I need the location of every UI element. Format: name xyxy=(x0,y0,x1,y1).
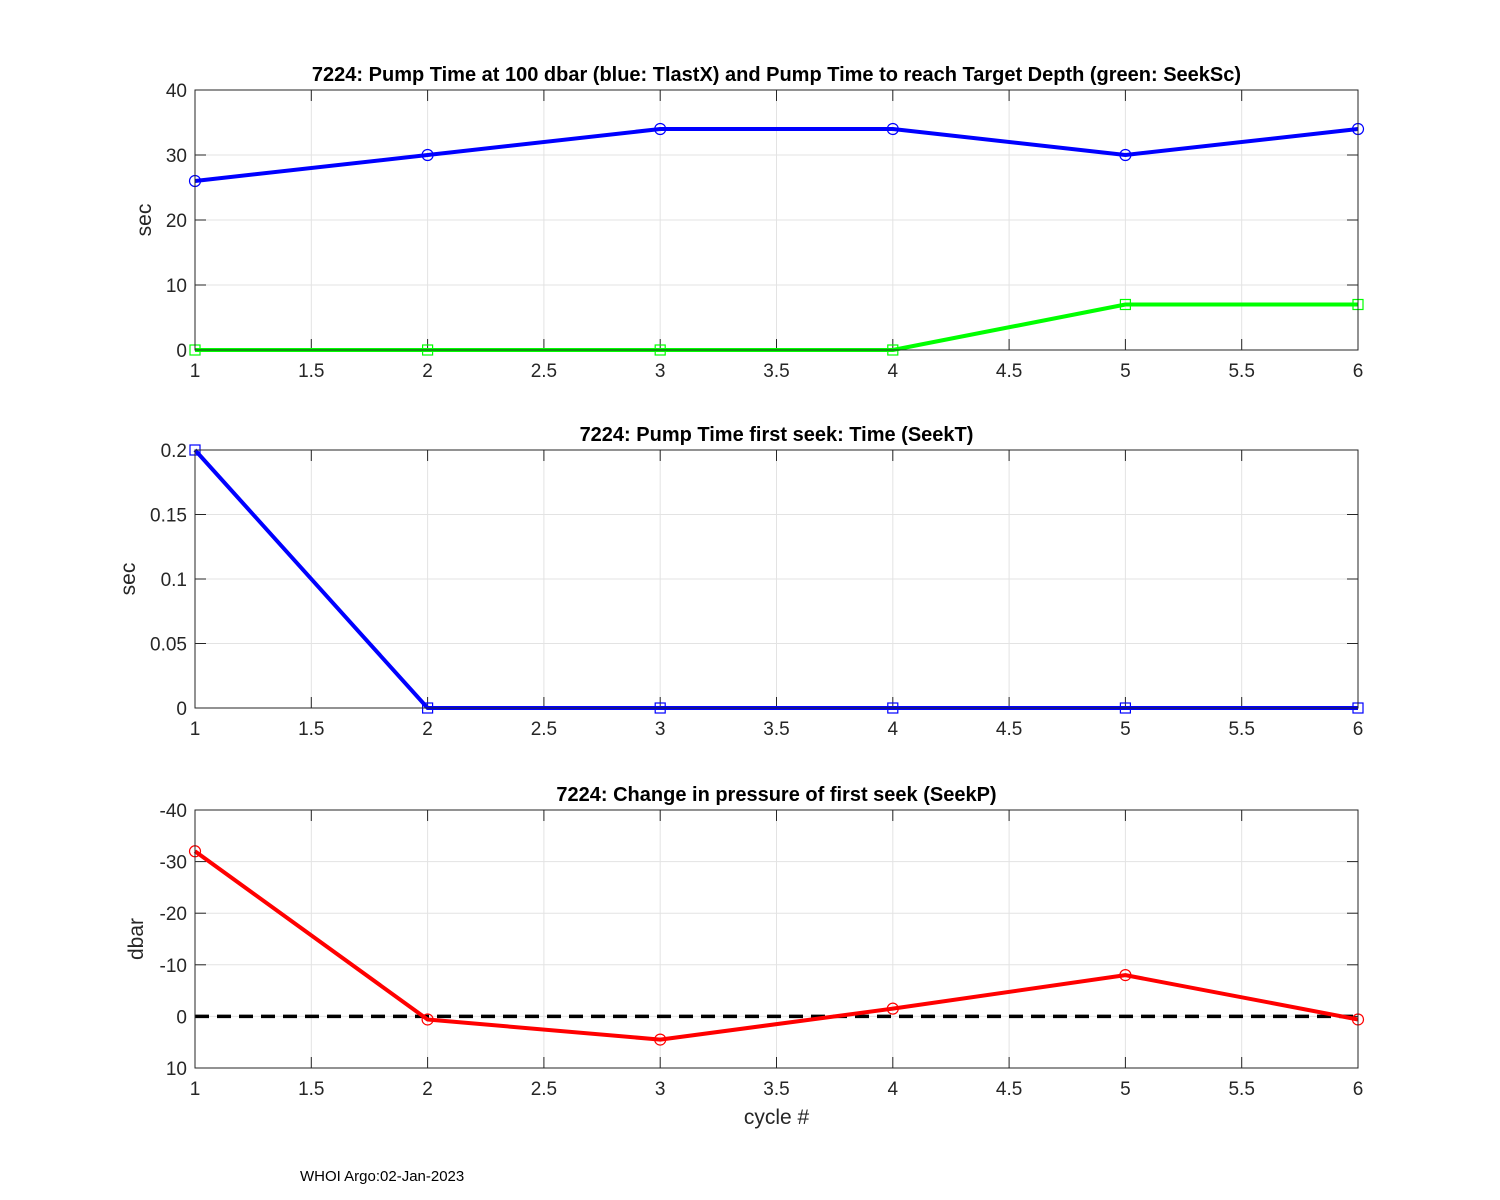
axes-box xyxy=(194,89,1359,351)
series-line-1 xyxy=(194,127,1359,183)
x-tick-label: 2 xyxy=(422,1079,433,1100)
x-axis-label: cycle # xyxy=(744,1106,810,1129)
y-tick-label: -10 xyxy=(160,956,187,977)
y-tick-label: 0.15 xyxy=(150,506,187,527)
x-tick-label: 4 xyxy=(888,719,899,740)
x-tick-label: 3 xyxy=(655,719,666,740)
x-tick-label: 4.5 xyxy=(996,719,1022,740)
y-axis-label: sec xyxy=(133,204,156,237)
x-tick-label: 2.5 xyxy=(531,719,557,740)
x-tick-label: 5.5 xyxy=(1228,719,1254,740)
chart-title: 7224: Pump Time at 100 dbar (blue: Tlast… xyxy=(312,64,1241,86)
y-tick-label: -20 xyxy=(160,904,187,925)
y-tick-label: 0 xyxy=(176,699,187,720)
y-axis-label: dbar xyxy=(125,918,148,960)
y-tick-label: 10 xyxy=(166,1059,187,1080)
chart-title: 7224: Change in pressure of first seek (… xyxy=(556,784,996,806)
x-tick-label: 4.5 xyxy=(996,1079,1022,1100)
x-tick-label: 1.5 xyxy=(298,1079,324,1100)
x-tick-label: 3.5 xyxy=(763,361,789,382)
chart-title: 7224: Pump Time first seek: Time (SeekT) xyxy=(580,424,974,446)
series-line-1 xyxy=(193,849,1359,1042)
x-tick-label: 2 xyxy=(422,719,433,740)
x-tick-label: 5 xyxy=(1120,361,1131,382)
x-tick-label: 4.5 xyxy=(996,361,1022,382)
x-tick-label: 4 xyxy=(888,361,899,382)
x-tick-label: 5.5 xyxy=(1228,361,1254,382)
y-tick-label: 40 xyxy=(166,81,187,102)
x-tick-label: 3 xyxy=(655,1079,666,1100)
x-tick-label: 1.5 xyxy=(298,361,324,382)
x-tick-label: 3.5 xyxy=(763,719,789,740)
subplot-3: 1 1.5 2 2.5 3 3.5 4 4.5 5 5.5 6 -40 -30 -20 -10 0 10 7224… xyxy=(125,784,1365,1129)
data-point xyxy=(1119,148,1132,162)
data-point xyxy=(1119,969,1132,982)
x-tick-label: 6 xyxy=(1353,361,1364,382)
y-tick-label: 0 xyxy=(176,341,187,362)
axes-box xyxy=(194,449,1359,709)
data-point xyxy=(886,122,899,136)
y-tick-label: 0.05 xyxy=(150,635,187,656)
x-tick-label: 2.5 xyxy=(531,1079,557,1100)
x-tick-label: 5 xyxy=(1120,1079,1131,1100)
x-tick-label: 5 xyxy=(1120,719,1131,740)
axes-box xyxy=(194,809,1359,1069)
data-point xyxy=(1119,298,1132,311)
subplot-1: 1 1.5 2 2.5 3 3.5 4 4.5 5 5.5 6 0 10 20 30 40 7224: Pump… xyxy=(133,64,1365,382)
y-tick-label: 0.2 xyxy=(161,441,187,462)
y-tick-label: 0 xyxy=(176,1007,187,1028)
data-point xyxy=(421,148,434,162)
y-tick-label: -40 xyxy=(160,801,187,822)
y-tick-label: 10 xyxy=(166,276,187,297)
x-tick-label: 6 xyxy=(1353,719,1364,740)
data-point xyxy=(654,1033,667,1046)
x-tick-label: 3 xyxy=(655,361,666,382)
y-tick-label: 20 xyxy=(166,211,187,232)
x-tick-label: 2.5 xyxy=(531,361,557,382)
x-tick-label: 5.5 xyxy=(1228,1079,1254,1100)
data-point xyxy=(654,122,667,136)
subplot-2: 1 1.5 2 2.5 3 3.5 4 4.5 5 5.5 6 0 0.05 0.1 0.15 0.2 7224… xyxy=(117,424,1364,740)
x-tick-label: 3.5 xyxy=(763,1079,789,1100)
y-axis-label: sec xyxy=(117,563,140,596)
x-tick-label: 2 xyxy=(422,361,433,382)
data-point xyxy=(421,1013,434,1026)
x-tick-label: 4 xyxy=(888,1079,899,1100)
data-point xyxy=(886,1002,899,1015)
y-tick-label: 0.1 xyxy=(161,570,187,591)
x-tick-label: 1 xyxy=(190,1079,201,1100)
x-tick-label: 1.5 xyxy=(298,719,324,740)
x-tick-label: 1 xyxy=(190,361,201,382)
x-tick-label: 6 xyxy=(1353,1079,1364,1100)
footer-text: WHOI Argo:02-Jan-2023 xyxy=(300,1168,465,1185)
y-tick-label: 30 xyxy=(166,146,187,167)
x-tick-label: 1 xyxy=(190,719,201,740)
y-tick-label: -30 xyxy=(160,853,187,874)
